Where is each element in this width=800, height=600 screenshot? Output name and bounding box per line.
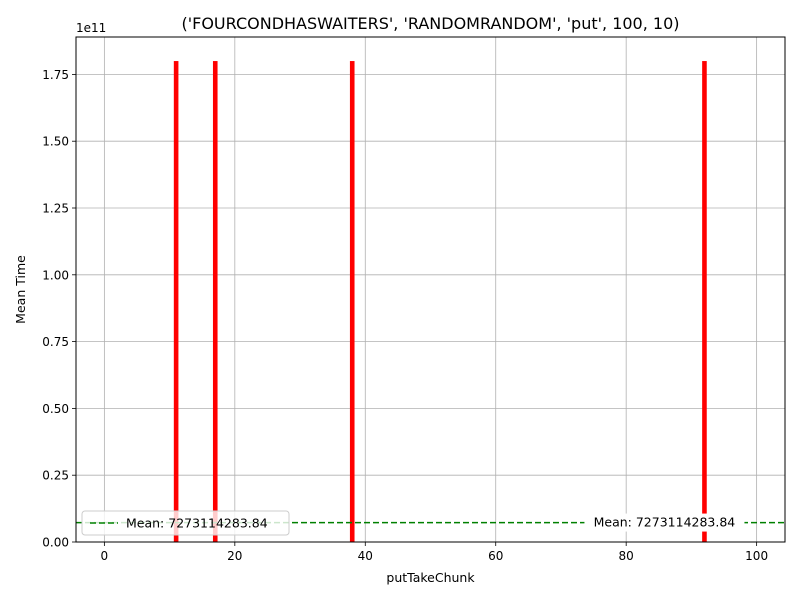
x-tick-label: 0 — [101, 549, 109, 563]
y-tick-label: 1.75 — [42, 68, 69, 82]
y-tick-label: 0.00 — [42, 536, 69, 550]
legend-label: Mean: 7273114283.84 — [126, 516, 268, 531]
bars — [173, 61, 707, 543]
chart-title: ('FOURCONDHASWAITERS', 'RANDOMRANDOM', '… — [181, 14, 679, 33]
x-tick-label: 60 — [488, 549, 503, 563]
x-tick-label: 100 — [745, 549, 768, 563]
y-ticks: 0.00 0.25 0.50 0.75 1.00 1.25 1.50 1.75 — [42, 68, 76, 550]
y-offset-text: 1e11 — [76, 21, 106, 35]
bar — [702, 61, 707, 543]
y-tick-label: 0.50 — [42, 402, 69, 416]
bar — [349, 61, 355, 543]
y-tick-label: 0.75 — [42, 335, 69, 349]
plot-frame — [75, 36, 786, 543]
x-tick-label: 20 — [227, 549, 242, 563]
x-axis-label: putTakeChunk — [386, 570, 475, 585]
legend: Mean: 7273114283.84 — [81, 510, 290, 536]
y-tick-label: 1.25 — [42, 202, 69, 216]
x-tick-label: 80 — [619, 549, 634, 563]
y-tick-label: 0.25 — [42, 469, 69, 483]
grid — [76, 37, 785, 543]
bar — [173, 61, 179, 543]
y-axis-label: Mean Time — [13, 255, 28, 324]
legend-box — [81, 510, 290, 536]
mean-annotation: Mean: 7273114283.84 — [594, 515, 736, 530]
x-tick-label: 40 — [358, 549, 373, 563]
bar — [212, 61, 218, 543]
x-ticks: 0 20 40 60 80 100 — [101, 542, 768, 563]
mean-annotation-box — [584, 513, 745, 532]
y-tick-label: 1.00 — [42, 268, 69, 282]
y-tick-label: 1.50 — [42, 135, 69, 149]
